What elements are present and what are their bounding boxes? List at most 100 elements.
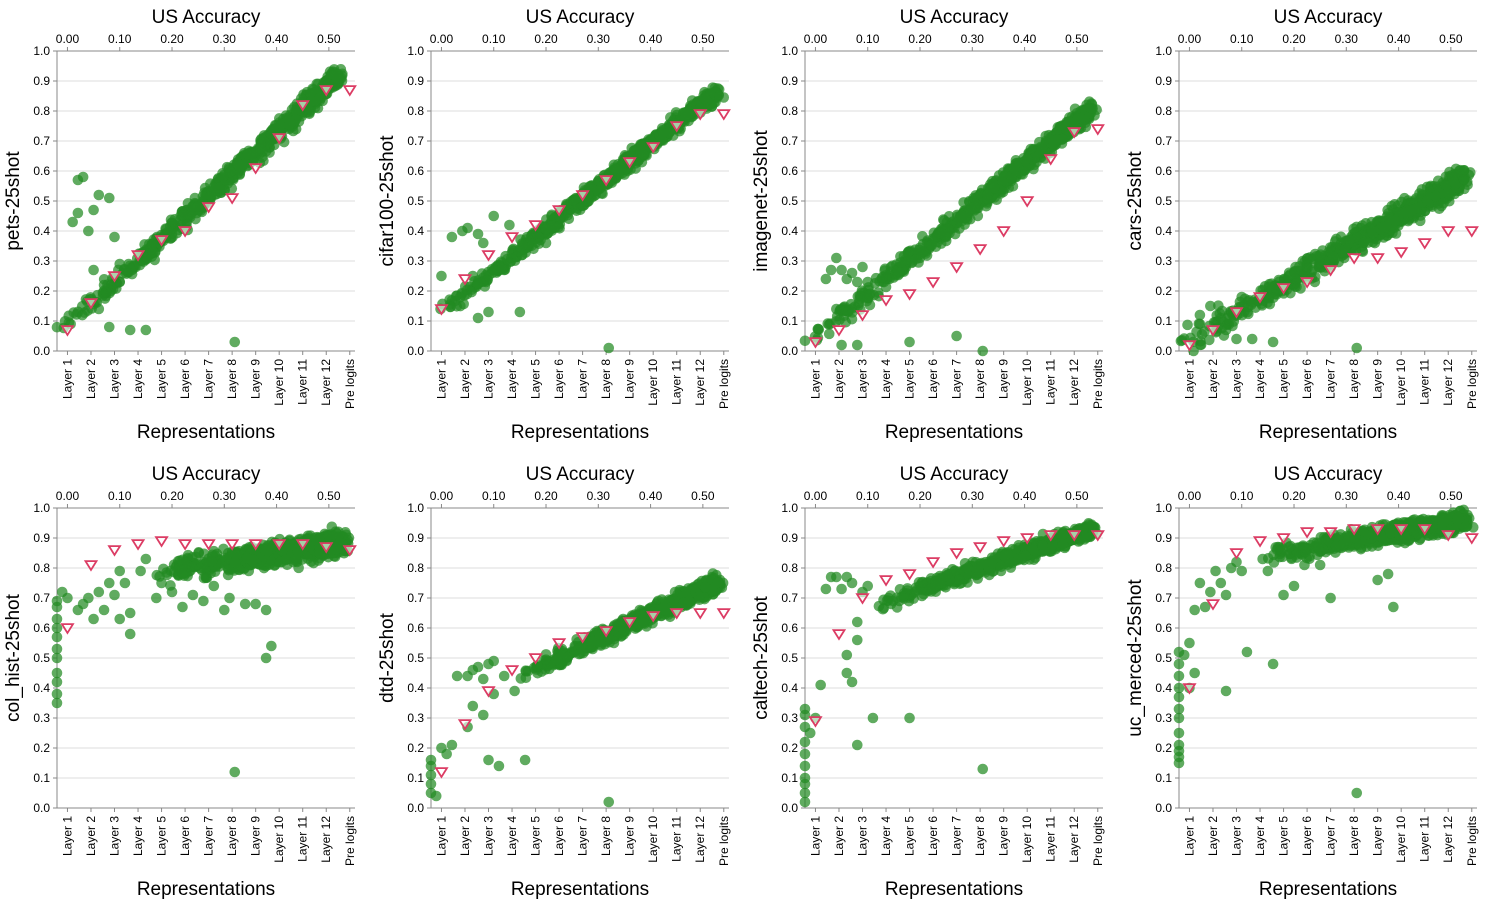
x-axis-title: Representations (137, 422, 275, 443)
data-point (954, 223, 965, 234)
bottom-tick-label: Layer 3 (108, 816, 122, 856)
data-point (472, 312, 484, 324)
data-point (684, 596, 695, 608)
layer-marker (1441, 226, 1456, 238)
data-point (517, 239, 528, 251)
data-point (1442, 187, 1453, 199)
top-tick-label: 0.50 (691, 32, 715, 46)
data-point (229, 766, 241, 778)
top-tick-label: 0.20 (534, 489, 558, 503)
data-point (260, 604, 272, 616)
layer-marker (295, 100, 310, 112)
data-point (1390, 215, 1401, 226)
data-point (103, 321, 115, 333)
y-tick-label: 0.3 (407, 711, 424, 725)
data-point (446, 231, 458, 243)
bottom-tick-label: Layer 5 (1277, 359, 1291, 399)
top-tick-label: 0.30 (961, 32, 985, 46)
bottom-tick-label: Layer 9 (249, 816, 263, 856)
data-point (274, 556, 286, 568)
data-point (51, 643, 63, 655)
data-point (114, 276, 126, 288)
top-tick-label: 0.10 (108, 32, 132, 46)
y-tick-label: 1.0 (33, 44, 50, 58)
data-point (242, 148, 253, 160)
bottom-tick-label: Layer 1 (434, 816, 448, 856)
data-point (977, 345, 989, 357)
data-point (1314, 257, 1326, 268)
top-tick-label: 0.50 (1065, 32, 1089, 46)
data-point (140, 324, 152, 336)
bottom-tick-label: Layer 7 (950, 816, 964, 856)
layer-marker (60, 623, 75, 635)
y-tick-label: 0.5 (1155, 194, 1172, 208)
data-point (1448, 176, 1460, 187)
data-point (158, 563, 169, 575)
y-tick-label: 0.4 (1155, 224, 1172, 238)
bottom-tick-label: Layer 3 (482, 359, 496, 399)
bottom-tick-label: Layer 1 (808, 816, 822, 856)
layer-marker (201, 202, 216, 214)
layer-marker (154, 235, 169, 247)
bottom-tick-label: Layer 7 (576, 359, 590, 399)
data-point (1246, 333, 1258, 345)
y-tick-label: 0.7 (781, 134, 798, 148)
data-point (98, 279, 110, 291)
data-point (306, 95, 318, 107)
y-tick-label: 0.3 (33, 711, 50, 725)
bottom-tick-label: Pre logits (1091, 816, 1105, 866)
data-point (938, 214, 949, 225)
layer-marker (1347, 253, 1362, 265)
data-point (472, 228, 484, 240)
data-point (477, 237, 489, 249)
data-point (83, 225, 94, 237)
y-tick-label: 0.7 (781, 591, 798, 605)
data-point (109, 231, 120, 243)
y-tick-label: 0.9 (1155, 74, 1172, 88)
data-point (334, 537, 345, 548)
top-tick-label: 0.40 (639, 489, 663, 503)
y-tick-label: 0.0 (1155, 344, 1172, 358)
data-point (262, 545, 273, 557)
data-point (1267, 336, 1279, 348)
data-point (98, 604, 110, 616)
y-tick-label: 0.9 (33, 74, 50, 88)
data-point (218, 604, 230, 616)
data-point (1367, 236, 1379, 248)
data-point (472, 661, 484, 673)
y-tick-label: 0.5 (33, 194, 50, 208)
bottom-tick-label: Layer 3 (856, 816, 870, 856)
bottom-tick-label: Layer 3 (108, 359, 122, 399)
data-point (314, 547, 326, 559)
data-point (239, 158, 251, 169)
data-point (462, 222, 473, 234)
data-point (926, 240, 937, 251)
data-point (831, 252, 842, 264)
data-point (239, 598, 251, 610)
layer-marker (177, 226, 193, 238)
bottom-tick-label: Layer 9 (997, 816, 1011, 856)
chart-title: US Accuracy (526, 7, 635, 28)
y-tick-label: 0.0 (33, 801, 50, 815)
data-point (326, 68, 337, 80)
data-point (103, 192, 115, 204)
y-tick-label: 0.2 (781, 741, 798, 755)
data-point (1402, 195, 1414, 206)
bottom-tick-label: Layer 6 (178, 359, 192, 399)
data-point (93, 586, 105, 598)
bottom-tick-label: Layer 5 (529, 816, 543, 856)
data-point (425, 754, 437, 766)
bottom-tick-label: Layer 4 (879, 359, 893, 399)
data-point (71, 309, 82, 320)
bottom-tick-label: Layer 1 (808, 359, 822, 399)
data-point (1036, 143, 1048, 155)
data-point (160, 223, 172, 235)
data-point (825, 264, 837, 276)
data-point (1220, 324, 1232, 336)
top-tick-label: 0.30 (587, 32, 611, 46)
y-tick-label: 1.0 (407, 501, 424, 515)
data-point (231, 157, 243, 168)
data-point (124, 324, 136, 336)
data-point (1182, 319, 1193, 331)
bottom-tick-label: Layer 6 (1300, 359, 1314, 399)
